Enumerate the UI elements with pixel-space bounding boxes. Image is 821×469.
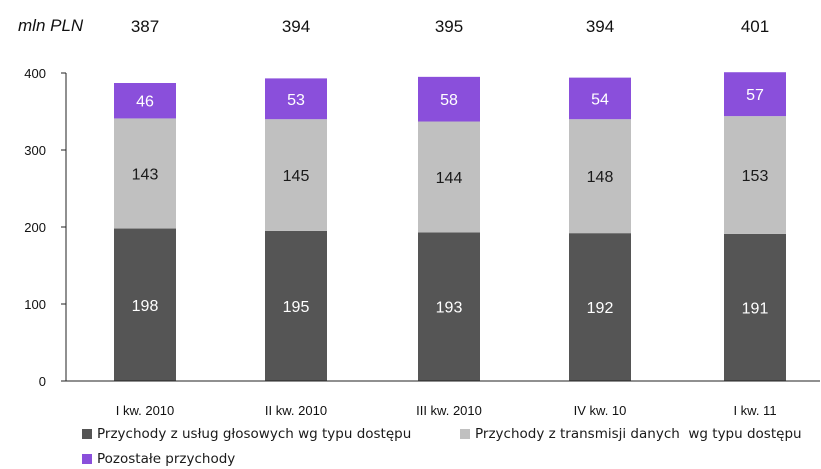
data-label: 144 bbox=[436, 170, 463, 187]
data-label: 148 bbox=[587, 169, 614, 186]
bar-segment bbox=[569, 77, 631, 120]
bar-segment bbox=[418, 232, 480, 381]
data-label: 145 bbox=[283, 168, 310, 185]
total-label: 394 bbox=[586, 17, 614, 36]
data-label: 191 bbox=[742, 300, 769, 317]
total-label: 394 bbox=[282, 17, 310, 36]
x-tick-label: IV kw. 10 bbox=[574, 403, 627, 418]
legend-swatch-other bbox=[82, 454, 92, 464]
bar-segment bbox=[114, 83, 176, 119]
x-tick-label: II kw. 2010 bbox=[265, 403, 327, 418]
data-label: 143 bbox=[132, 166, 159, 183]
legend-label-voice: Przychody z usług głosowych wg typu dost… bbox=[97, 426, 412, 442]
data-label: 153 bbox=[742, 168, 769, 185]
y-tick-label: 300 bbox=[24, 143, 46, 158]
total-label: 387 bbox=[131, 17, 159, 36]
data-label: 53 bbox=[287, 92, 305, 109]
data-label: 193 bbox=[436, 300, 463, 317]
total-label: 401 bbox=[741, 17, 769, 36]
totals-row: 387 394 395 394 401 bbox=[131, 17, 769, 36]
bar-segment bbox=[114, 228, 176, 381]
legend-label-other: Pozostałe przychody bbox=[97, 451, 236, 467]
bar-segment bbox=[569, 233, 631, 381]
data-label: 54 bbox=[591, 91, 609, 108]
bars: 198 143 46 195 145 53 193 144 58 192 148 54 191 153 57 bbox=[114, 72, 786, 381]
bar-segment bbox=[724, 233, 786, 381]
legend-item-data: Przychody z transmisji danych wg typu do… bbox=[460, 426, 802, 442]
data-label: 192 bbox=[587, 300, 614, 317]
bar-segment bbox=[265, 119, 327, 231]
bar-segment bbox=[418, 121, 480, 233]
legend-item-voice: Przychody z usług głosowych wg typu dost… bbox=[82, 426, 411, 442]
x-tick-label: I kw. 2010 bbox=[116, 403, 175, 418]
legend-item-other: Pozostałe przychody bbox=[82, 451, 235, 467]
total-label: 395 bbox=[435, 17, 463, 36]
bar-segment bbox=[418, 76, 480, 122]
data-label: 46 bbox=[136, 94, 154, 111]
data-label: 57 bbox=[746, 87, 764, 104]
data-label: 58 bbox=[440, 92, 458, 109]
y-tick-label: 200 bbox=[24, 220, 46, 235]
bar-segment bbox=[265, 78, 327, 120]
y-tick-label: 0 bbox=[39, 374, 46, 389]
bar-segment bbox=[724, 72, 786, 117]
y-tick-label: 400 bbox=[24, 66, 46, 81]
y-axis: 0 100 200 300 400 bbox=[24, 66, 67, 389]
x-tick-label: III kw. 2010 bbox=[416, 403, 482, 418]
bar-segment bbox=[265, 230, 327, 381]
legend-swatch-data bbox=[460, 429, 470, 439]
x-axis: I kw. 2010 II kw. 2010 III kw. 2010 IV kw. … bbox=[66, 380, 820, 418]
y-tick-label: 100 bbox=[24, 297, 46, 312]
x-tick-label: I kw. 11 bbox=[733, 403, 776, 418]
bar-segment bbox=[724, 116, 786, 234]
bar-segment bbox=[569, 119, 631, 234]
unit-label: mln PLN bbox=[18, 16, 84, 35]
legend-label-data: Przychody z transmisji danych wg typu do… bbox=[475, 426, 802, 442]
bar-segment bbox=[114, 118, 176, 229]
data-label: 195 bbox=[283, 299, 310, 316]
data-label: 198 bbox=[132, 298, 159, 315]
legend-swatch-voice bbox=[82, 429, 92, 439]
